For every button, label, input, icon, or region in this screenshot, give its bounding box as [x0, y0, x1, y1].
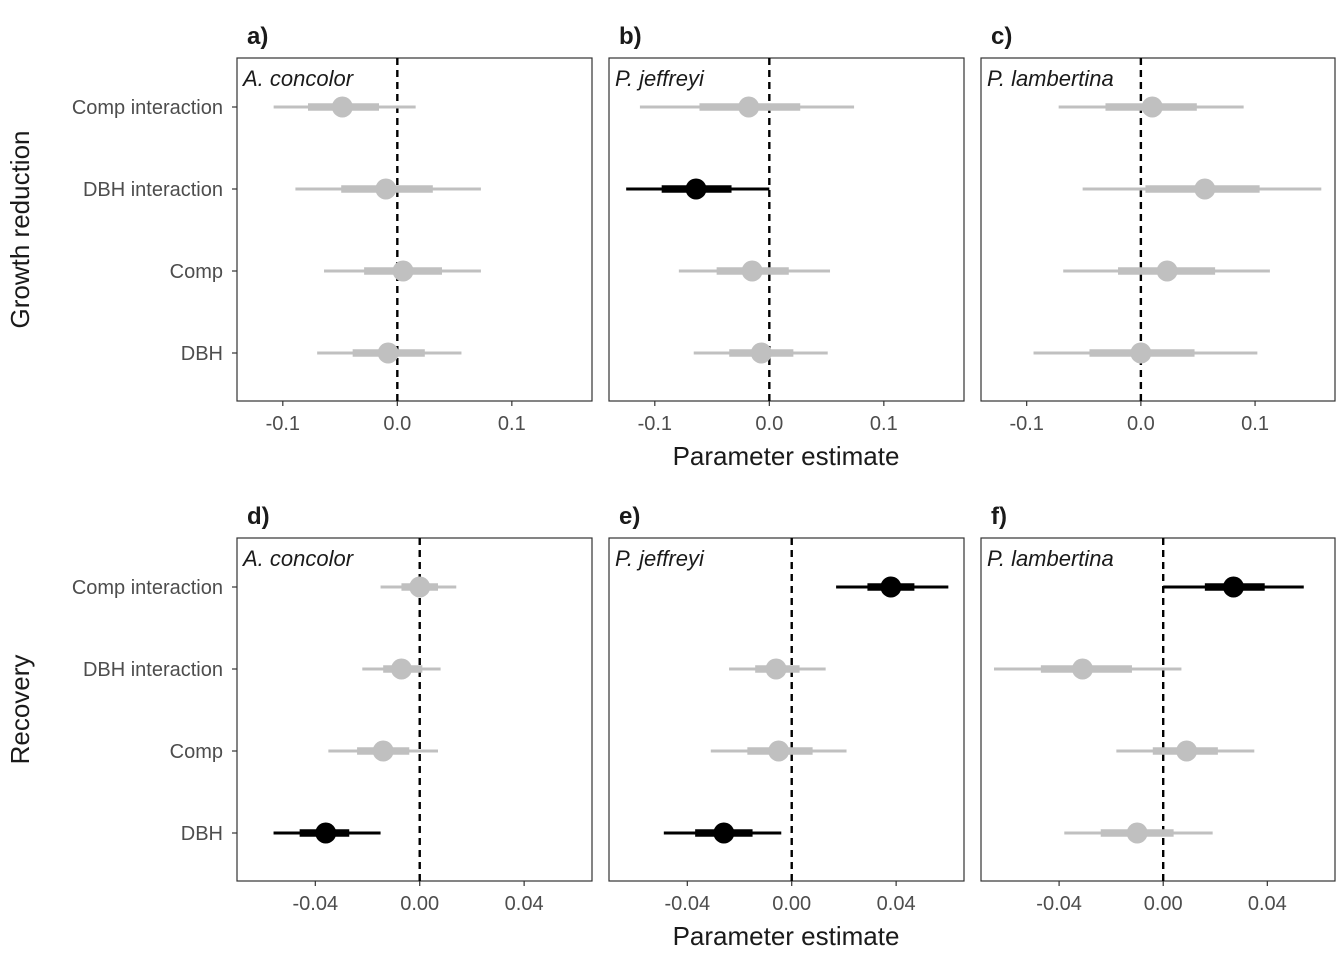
panel-tag: e)	[619, 503, 640, 530]
x-axis-title: Parameter estimate	[673, 921, 900, 951]
x-tick-label: 0.0	[383, 413, 411, 435]
panel-f: f) P. lambertina -0.04 0.00 0.04	[980, 503, 1336, 915]
point-estimate	[409, 576, 431, 598]
x-tick-label: 0.04	[1248, 893, 1287, 915]
y-tick-label: Comp	[170, 741, 223, 763]
panel-e: e) P. jeffreyi -0.04 0.00 0.04	[608, 503, 965, 915]
point-estimate	[1156, 260, 1178, 282]
panel-tag: b)	[619, 23, 642, 50]
x-tick-label: 0.00	[1144, 893, 1183, 915]
x-tick-label: -0.04	[293, 893, 339, 915]
x-tick-label: -0.04	[665, 893, 711, 915]
y-axis-title: Recovery	[5, 655, 35, 765]
point-estimate	[1072, 658, 1094, 680]
y-tick-label: Comp	[170, 261, 223, 283]
x-tick-label: 0.00	[772, 893, 811, 915]
row-2: Recovery Comp interaction DBH interaction C…	[5, 503, 1336, 951]
panel-frame	[608, 57, 965, 402]
point-estimate	[377, 342, 399, 364]
panel-frame	[236, 57, 593, 402]
panel-tag: a)	[247, 23, 268, 50]
point-estimate	[765, 658, 787, 680]
point-estimate	[1126, 822, 1148, 844]
row-1: Growth reduction Comp interaction DBH inte…	[5, 23, 1336, 471]
point-estimate	[1222, 576, 1244, 598]
panel-tag: c)	[991, 23, 1012, 50]
x-axis-title: Parameter estimate	[673, 441, 900, 471]
point-estimate	[372, 740, 394, 762]
x-tick-label: 0.04	[505, 893, 544, 915]
point-estimate	[390, 658, 412, 680]
y-tick-label: DBH interaction	[83, 659, 223, 681]
point-estimate	[685, 178, 707, 200]
point-estimate	[1141, 96, 1163, 118]
point-estimate	[713, 822, 735, 844]
point-estimate	[750, 342, 772, 364]
x-tick-label: 0.0	[1127, 413, 1155, 435]
y-tick-label: Comp interaction	[72, 577, 223, 599]
species-label: A. concolor	[241, 66, 355, 91]
point-estimate	[741, 260, 763, 282]
x-tick-label: -0.1	[266, 413, 300, 435]
x-tick-label: 0.1	[1241, 413, 1269, 435]
panel-tag: f)	[991, 503, 1007, 530]
x-tick-label: 0.0	[755, 413, 783, 435]
species-label: P. jeffreyi	[615, 546, 705, 571]
point-estimate	[1130, 342, 1152, 364]
point-estimate	[1176, 740, 1198, 762]
point-estimate	[880, 576, 902, 598]
y-tick-label: DBH	[181, 823, 223, 845]
species-label: P. lambertina	[987, 546, 1114, 571]
panel-frame	[608, 537, 965, 882]
x-tick-label: -0.1	[638, 413, 672, 435]
x-tick-label: 0.1	[870, 413, 898, 435]
species-label: A. concolor	[241, 546, 355, 571]
x-tick-label: 0.04	[877, 893, 916, 915]
panel-a: a) A. concolor -0.1 0.0 0.1	[236, 23, 593, 435]
point-estimate	[375, 178, 397, 200]
panel-tag: d)	[247, 503, 270, 530]
y-tick-label: DBH interaction	[83, 179, 223, 201]
point-estimate	[738, 96, 760, 118]
panel-b: b) P. jeffreyi -0.1 0.0 0.1	[608, 23, 965, 435]
panel-d: d) A. concolor -0.04 0.00 0.04	[236, 503, 593, 915]
y-axis-title: Growth reduction	[5, 131, 35, 329]
point-estimate	[768, 740, 790, 762]
species-label: P. lambertina	[987, 66, 1114, 91]
x-tick-label: 0.00	[400, 893, 439, 915]
point-estimate	[1194, 178, 1216, 200]
x-tick-label: -0.1	[1009, 413, 1043, 435]
y-tick-label: DBH	[181, 343, 223, 365]
point-estimate	[315, 822, 337, 844]
panel-frame	[980, 537, 1336, 882]
point-estimate	[331, 96, 353, 118]
x-tick-label: 0.1	[498, 413, 526, 435]
panel-c: c) P. lambertina -0.1 0.0 0.1	[980, 23, 1336, 435]
x-tick-label: -0.04	[1036, 893, 1082, 915]
species-label: P. jeffreyi	[615, 66, 705, 91]
y-tick-label: Comp interaction	[72, 97, 223, 119]
point-estimate	[392, 260, 414, 282]
